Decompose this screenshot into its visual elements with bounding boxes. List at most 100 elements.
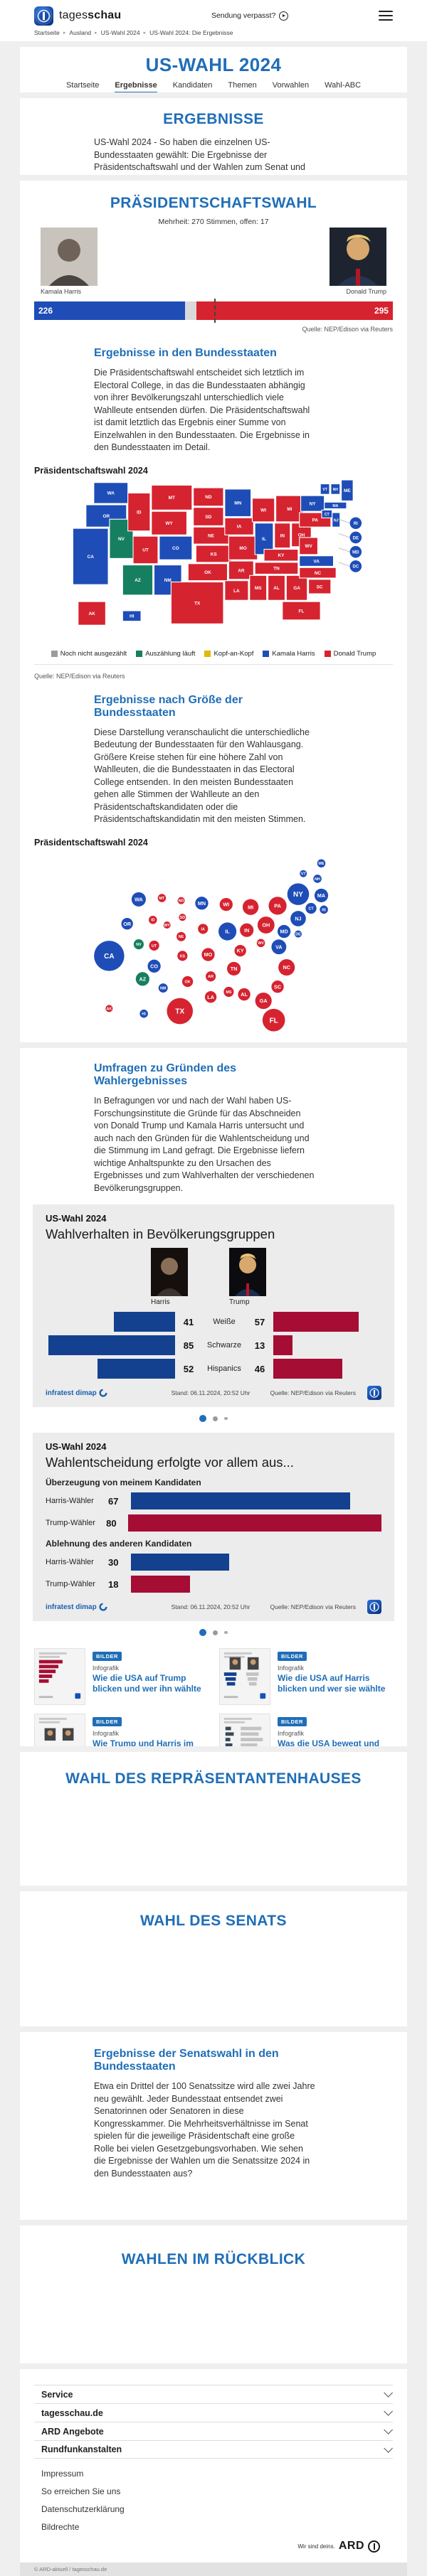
carousel-dot[interactable] xyxy=(213,1416,218,1421)
map-state-UT[interactable] xyxy=(132,535,159,564)
carousel-dot[interactable] xyxy=(213,1630,218,1635)
bubble-state-KY[interactable] xyxy=(234,944,247,956)
bubble-state-ID[interactable] xyxy=(149,915,157,924)
map-state-TX[interactable] xyxy=(170,581,224,624)
footer-accordion-service[interactable]: Service xyxy=(34,2385,393,2403)
hamburger-menu-icon[interactable] xyxy=(379,11,393,21)
map-state-MA[interactable] xyxy=(323,501,347,509)
bubble-state-DE[interactable] xyxy=(295,930,302,938)
teaser-link[interactable]: BILDER Infografik Wie Trump und Harris im … xyxy=(34,1714,208,1746)
bubble-state-NM[interactable] xyxy=(159,983,168,993)
map-state-DC[interactable] xyxy=(349,560,362,572)
map-state-IN[interactable] xyxy=(273,522,291,548)
tagesschau-logo-icon[interactable] xyxy=(34,6,53,26)
map-state-OK[interactable] xyxy=(187,562,228,581)
footer-link-impressum[interactable]: Impressum xyxy=(41,2469,84,2479)
map-state-MO[interactable] xyxy=(228,535,258,560)
map-state-VT[interactable] xyxy=(320,483,330,495)
bubble-state-MD[interactable] xyxy=(278,924,291,938)
map-state-MN[interactable] xyxy=(224,488,251,517)
carousel-dot[interactable] xyxy=(199,1629,207,1636)
bubble-state-SD[interactable] xyxy=(179,913,186,921)
map-state-ND[interactable] xyxy=(192,486,224,506)
map-state-AZ[interactable] xyxy=(122,564,153,595)
breadcrumb-item[interactable]: Ausland xyxy=(69,29,92,36)
breadcrumb-item[interactable]: US-Wahl 2024: Die Ergebnisse xyxy=(149,29,233,36)
bubble-state-CO[interactable] xyxy=(147,959,162,973)
bubble-state-PA[interactable] xyxy=(268,896,287,914)
map-state-AK[interactable] xyxy=(78,601,106,626)
bubble-state-TX[interactable] xyxy=(167,998,194,1024)
map-state-CA[interactable] xyxy=(72,528,109,585)
bubble-state-AZ[interactable] xyxy=(136,971,150,985)
bubble-state-IN[interactable] xyxy=(240,923,254,937)
footer-link-bildrechte[interactable]: Bildrechte xyxy=(41,2522,80,2532)
bubble-state-MO[interactable] xyxy=(201,947,215,961)
tab-kandidaten[interactable]: Kandidaten xyxy=(172,81,213,90)
bubble-state-WV[interactable] xyxy=(257,939,265,947)
tab-startseite[interactable]: Startseite xyxy=(65,81,100,90)
bubble-state-VT[interactable] xyxy=(300,870,307,877)
bubble-state-NJ[interactable] xyxy=(290,910,307,926)
bubble-state-HI[interactable] xyxy=(139,1009,149,1017)
map-state-FL[interactable] xyxy=(282,601,321,620)
bubble-state-NC[interactable] xyxy=(278,958,295,976)
footer-link-soerreichensieuns[interactable]: So erreichen Sie uns xyxy=(41,2486,121,2496)
tab-wahlabc[interactable]: Wahl-ABC xyxy=(325,81,362,90)
map-state-MI[interactable] xyxy=(275,495,304,522)
map-state-ME[interactable] xyxy=(340,479,354,501)
map-state-TN[interactable] xyxy=(254,561,299,574)
map-state-DE[interactable] xyxy=(349,531,362,543)
bubble-state-NH[interactable] xyxy=(313,874,322,883)
bubble-state-IL[interactable] xyxy=(218,921,237,941)
footer-accordion-ardangebote[interactable]: ARD Angebote xyxy=(34,2422,393,2440)
bubble-state-NY[interactable] xyxy=(287,882,310,905)
bubble-state-WI[interactable] xyxy=(219,897,233,911)
map-state-WY[interactable] xyxy=(151,511,187,535)
teaser-link[interactable]: BILDER Infografik Wie die USA auf Trump bl… xyxy=(34,1648,208,1705)
breadcrumb-item[interactable]: US-Wahl 2024 xyxy=(100,29,140,36)
map-state-WI[interactable] xyxy=(251,497,275,522)
map-state-NH[interactable] xyxy=(330,483,341,495)
map-state-MT[interactable] xyxy=(151,484,193,511)
map-state-CO[interactable] xyxy=(159,535,193,560)
map-state-WV[interactable] xyxy=(298,536,318,555)
bubble-state-UT[interactable] xyxy=(149,940,159,951)
map-state-ID[interactable] xyxy=(127,492,151,531)
tab-themen[interactable]: Themen xyxy=(228,81,257,90)
map-state-MS[interactable] xyxy=(249,574,268,601)
bubble-state-MN[interactable] xyxy=(195,896,209,909)
map-state-NC[interactable] xyxy=(298,567,337,579)
bubble-state-NE[interactable] xyxy=(176,931,186,941)
brand-wordmark[interactable]: tagesschau xyxy=(59,9,122,21)
map-state-WA[interactable] xyxy=(93,481,129,504)
bubble-state-ME[interactable] xyxy=(317,858,326,867)
missed-show-link[interactable]: Sendung verpasst? xyxy=(211,11,289,21)
bubble-state-AR[interactable] xyxy=(206,971,216,981)
bubble-state-KS[interactable] xyxy=(177,950,188,961)
bubble-state-OR[interactable] xyxy=(121,917,134,929)
footer-accordion-tagesschaude[interactable]: tagesschau.de xyxy=(34,2403,393,2422)
map-state-SC[interactable] xyxy=(307,578,332,594)
carousel-dot[interactable] xyxy=(199,1415,207,1422)
bubble-state-OK[interactable] xyxy=(182,976,194,987)
bubble-state-SC[interactable] xyxy=(271,980,285,993)
bubble-state-IA[interactable] xyxy=(198,923,209,934)
bubble-state-MS[interactable] xyxy=(223,986,234,997)
footer-accordion-rundfunkanstalten[interactable]: Rundfunkanstalten xyxy=(34,2440,393,2459)
bubble-state-VA[interactable] xyxy=(271,939,287,954)
map-state-MD[interactable] xyxy=(349,545,362,557)
carousel-dot[interactable] xyxy=(224,1416,228,1421)
tab-ergebnisse[interactable]: Ergebnisse xyxy=(115,81,157,92)
map-state-SD[interactable] xyxy=(192,506,224,526)
map-state-KY[interactable] xyxy=(263,548,299,562)
map-state-VA[interactable] xyxy=(298,555,334,567)
bubble-state-MT[interactable] xyxy=(157,893,167,902)
bubble-state-WA[interactable] xyxy=(132,892,147,907)
bubble-state-GA[interactable] xyxy=(255,992,273,1009)
bubble-state-WY[interactable] xyxy=(163,921,171,929)
bubble-state-LA[interactable] xyxy=(205,990,217,1003)
bubble-state-CA[interactable] xyxy=(94,940,125,971)
teaser-link[interactable]: BILDER Infografik Wie die USA auf Harris b… xyxy=(219,1648,393,1705)
